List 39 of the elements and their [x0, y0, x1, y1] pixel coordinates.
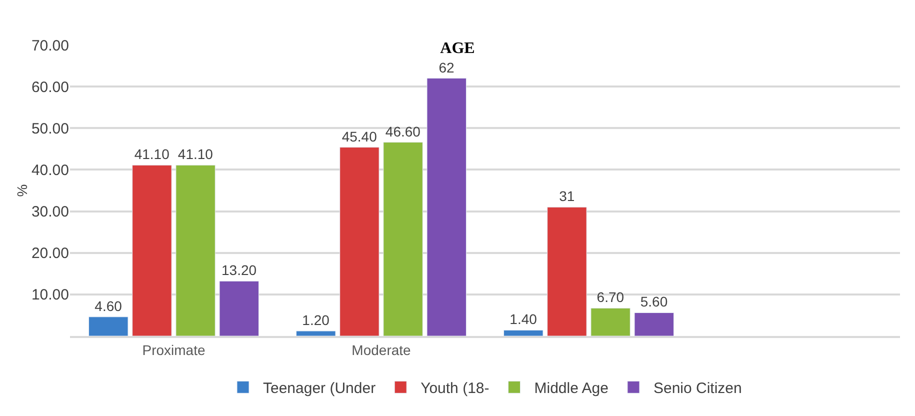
data-label: 62	[438, 59, 455, 76]
data-label: 4.60	[94, 298, 122, 314]
y-tick-label: 50.00	[31, 120, 69, 138]
y-tick-label: 60.00	[31, 78, 69, 96]
chart-title: AGE	[440, 40, 475, 57]
bar	[296, 330, 336, 336]
legend-label: Middle Age	[534, 380, 608, 398]
x-tick-label: Moderate	[352, 342, 412, 358]
y-tick-label: 20.00	[31, 245, 69, 262]
data-label: 5.60	[640, 294, 668, 310]
data-label: 45.40	[342, 128, 378, 144]
bar	[176, 164, 216, 336]
bar	[426, 78, 466, 336]
bar	[132, 164, 172, 336]
bar	[590, 308, 630, 336]
y-tick-label: 10.00	[31, 286, 69, 304]
bar	[504, 330, 544, 336]
bar	[547, 206, 587, 336]
bar	[383, 142, 423, 336]
legend-label: Senio Citizen	[653, 380, 742, 398]
bar	[634, 312, 674, 336]
data-label: 1.40	[510, 311, 538, 328]
legend-label: Youth (18-	[420, 380, 490, 398]
data-label: 1.20	[302, 312, 330, 328]
legend-label: Teenager (Under	[263, 380, 376, 398]
data-label: 31	[559, 188, 575, 204]
y-tick-label: 70.00	[31, 37, 69, 54]
bar	[88, 316, 128, 336]
data-label: 6.70	[596, 289, 624, 306]
x-tick-label: Proximate	[142, 342, 206, 358]
bar	[219, 280, 259, 336]
y-axis-title: %	[14, 184, 30, 197]
bar	[340, 147, 380, 336]
y-tick-label: 40.00	[31, 162, 69, 179]
data-label: 41.10	[178, 146, 214, 162]
data-label: 41.10	[134, 146, 170, 162]
data-label: 13.20	[221, 262, 257, 278]
y-tick-label: 30.00	[31, 204, 69, 221]
data-label: 46.60	[385, 123, 421, 140]
